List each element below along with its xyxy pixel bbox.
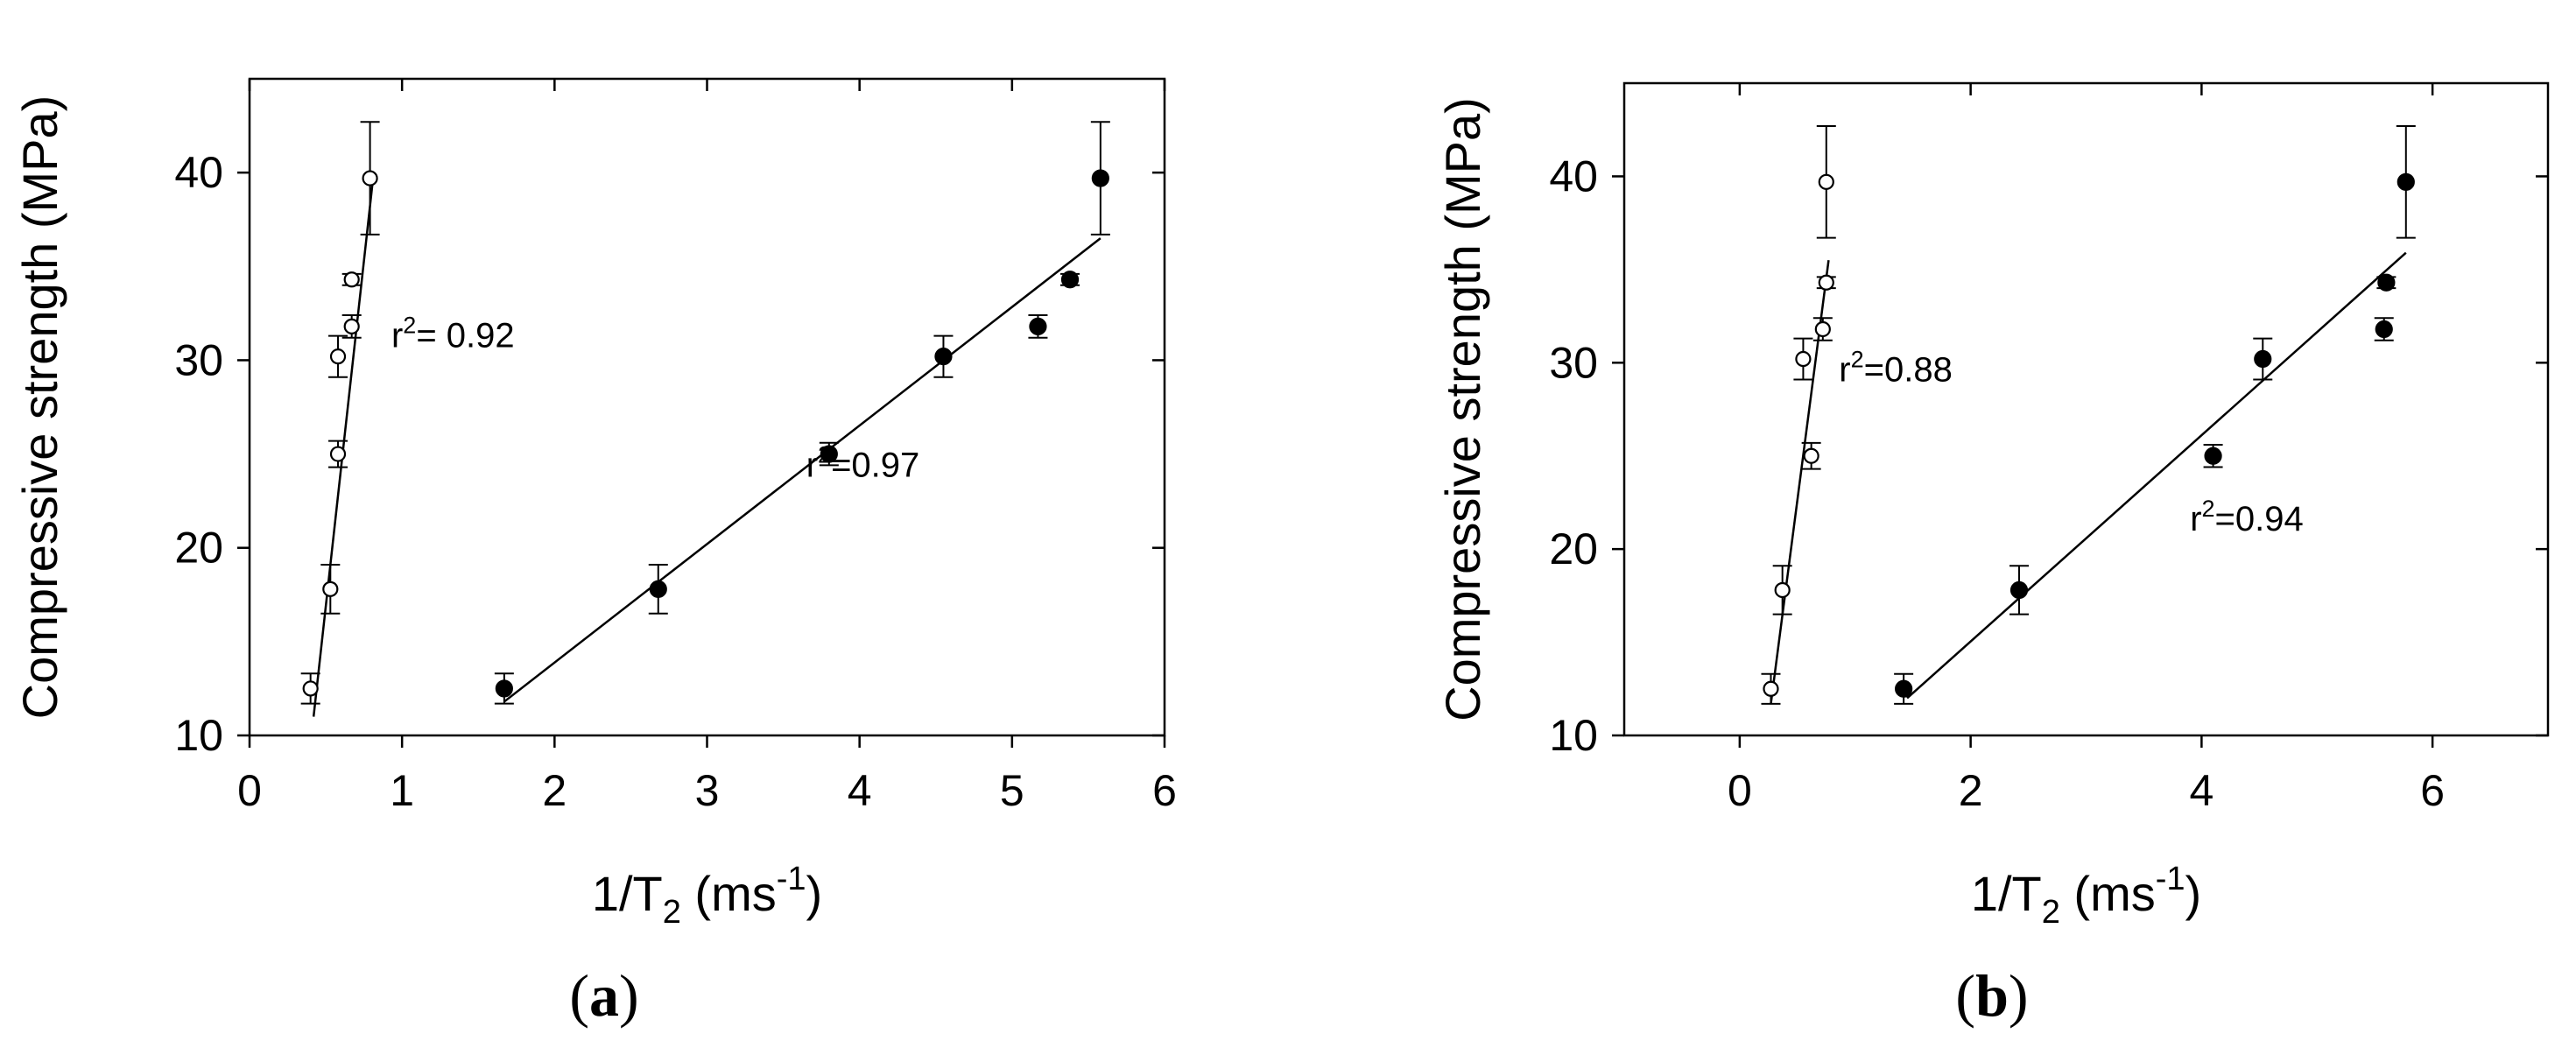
plot-frame	[1622, 81, 2550, 737]
series-filled: r2=0.94	[1894, 124, 2416, 705]
series-filled: r2=0.97	[494, 121, 1110, 705]
data-point	[2254, 349, 2272, 369]
data-point	[1803, 447, 1819, 464]
series-open: r2= 0.92	[300, 121, 515, 717]
x-axis-label: 1/T2 (ms-1)	[592, 861, 822, 931]
data-point	[1818, 173, 1834, 190]
data-point	[1091, 169, 1109, 187]
x-tick-label: 0	[237, 766, 262, 815]
chart-panel-b: 0 2 4 6 10 20 30 40 Compressive strength (MPa) 1/…	[1435, 81, 2550, 1029]
x-tick-label: 0	[1728, 766, 1752, 815]
data-point	[302, 680, 319, 697]
data-point	[1818, 274, 1834, 291]
data-point	[343, 271, 360, 288]
x-tick-label: 4	[848, 766, 872, 815]
x-tick-label: 2	[542, 766, 567, 815]
y-tick-label: 10	[1549, 711, 1598, 760]
data-point	[1029, 317, 1047, 335]
data-point	[649, 580, 667, 598]
y-tick-label: 10	[174, 711, 223, 760]
data-point	[1060, 271, 1080, 289]
y-tick-label: 30	[174, 335, 223, 384]
y-axis-label: Compressive strength (MPa)	[12, 95, 67, 720]
data-point	[2204, 447, 2222, 465]
data-point	[329, 446, 347, 462]
x-tick-label: 5	[1000, 766, 1024, 815]
data-point	[1814, 320, 1831, 338]
data-point	[934, 348, 953, 366]
x-axis-label: 1/T2 (ms-1)	[1971, 861, 2201, 931]
y-axis-label: Compressive strength (MPa)	[1435, 97, 1490, 721]
data-point	[322, 580, 339, 597]
chart-panel-a: 0 1 2 3 4 5 6 10 20 30 40 Compressive strength (MPa…	[12, 77, 1177, 1029]
data-point	[1774, 581, 1791, 599]
panel-label: (b)	[1955, 962, 2028, 1029]
y-tick-label: 20	[174, 524, 223, 573]
data-point	[362, 170, 378, 186]
series-open: r2=0.88	[1761, 124, 1953, 705]
fit-line	[312, 178, 375, 717]
y-tick-label: 20	[1549, 524, 1598, 573]
r2-annotation: r2= 0.92	[391, 312, 515, 355]
x-tick-label: 3	[695, 766, 720, 815]
data-point	[1895, 679, 1913, 698]
data-point	[329, 348, 347, 365]
y-tick-label: 30	[1549, 338, 1598, 387]
data-point	[343, 318, 360, 334]
x-tick-label: 1	[390, 766, 414, 815]
y-tick-label: 40	[1549, 151, 1598, 200]
r2-annotation: r2=0.97	[806, 441, 920, 484]
data-point	[495, 679, 513, 698]
data-point	[1795, 350, 1812, 368]
data-point	[1763, 680, 1779, 697]
x-tick-label: 2	[1959, 766, 1983, 815]
data-point	[2377, 273, 2396, 292]
x-tick-label: 6	[2420, 766, 2445, 815]
data-point	[820, 445, 838, 463]
data-point	[2397, 172, 2415, 191]
r2-annotation: r2=0.88	[1839, 347, 1953, 390]
x-tick-label: 6	[1152, 766, 1177, 815]
x-tick-label: 4	[2189, 766, 2214, 815]
r2-annotation: r2=0.94	[2190, 496, 2304, 538]
y-tick-label: 40	[174, 148, 223, 197]
data-point	[2375, 320, 2393, 339]
data-point	[2009, 580, 2029, 600]
panel-label: (a)	[569, 962, 638, 1029]
fit-line	[503, 237, 1101, 703]
fit-line	[1906, 251, 2407, 700]
plot-frame	[248, 77, 1166, 737]
